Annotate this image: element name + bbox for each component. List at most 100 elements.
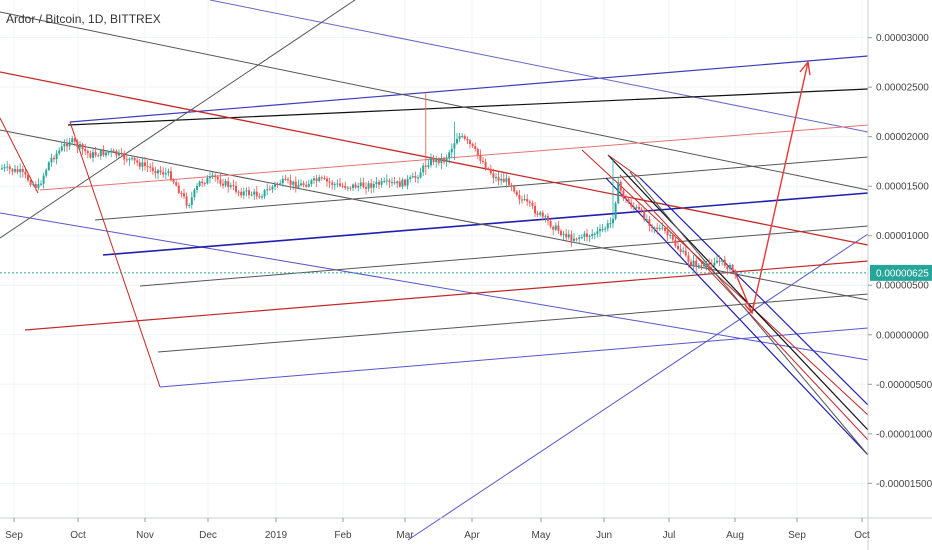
candle-body	[599, 229, 601, 232]
trendline	[159, 327, 869, 388]
trendline	[0, 0, 356, 239]
candle-body	[92, 152, 94, 158]
candle-body	[523, 199, 526, 201]
candle-body	[245, 190, 248, 192]
candle-body	[175, 182, 178, 186]
candle-body	[661, 227, 664, 229]
candle-body	[370, 183, 373, 188]
candle-body	[531, 202, 534, 206]
candle-body	[700, 265, 703, 267]
trendline	[0, 11, 869, 191]
candle-body	[414, 176, 417, 178]
candle-body	[297, 185, 300, 188]
candle-body	[729, 264, 731, 270]
candle-body	[305, 185, 308, 187]
candle-body	[456, 138, 458, 144]
candle-body	[79, 144, 81, 148]
trendline	[69, 55, 869, 123]
candle-body	[203, 183, 206, 185]
candle-body	[703, 265, 705, 267]
candle-body	[526, 199, 529, 202]
candle-body	[463, 136, 466, 139]
candle-body	[105, 152, 107, 156]
candle-body	[596, 231, 599, 234]
candle-body	[432, 157, 435, 163]
candle-body	[333, 184, 336, 186]
trendline	[94, 156, 869, 221]
candle-body	[196, 186, 198, 190]
candle-body	[606, 223, 609, 229]
candle-body	[372, 184, 375, 188]
candle-body	[50, 157, 53, 163]
y-tick-label: 0.00002500	[876, 83, 929, 94]
candle-body	[604, 228, 607, 230]
candle-body	[162, 172, 165, 175]
candle-body	[292, 181, 295, 185]
candle-body	[406, 179, 409, 186]
candle-body	[398, 181, 401, 187]
x-tick-label: Jul	[663, 530, 676, 541]
candle-body	[323, 178, 326, 180]
candle-body	[58, 150, 61, 154]
candle-body	[354, 184, 357, 188]
candle-body	[385, 180, 388, 182]
candle-body	[721, 259, 724, 262]
candle-body	[27, 174, 29, 181]
candle-body	[352, 184, 354, 188]
candle-body	[502, 178, 505, 182]
candle-body	[318, 177, 321, 182]
trendline	[139, 225, 869, 287]
candle-body	[666, 230, 669, 236]
candle-body	[713, 262, 716, 266]
candle-body	[632, 206, 635, 208]
candle-body	[34, 184, 37, 188]
trendline	[629, 171, 869, 456]
candle-body	[692, 260, 695, 266]
candle-body	[11, 169, 14, 172]
candle-body	[151, 167, 154, 171]
candle-body	[497, 177, 500, 181]
candle-body	[357, 185, 360, 188]
x-tick-label: 2019	[265, 530, 288, 541]
candle-body	[471, 143, 474, 147]
candle-body	[53, 157, 55, 160]
candle-body	[515, 191, 518, 195]
candle-body	[440, 158, 443, 164]
candle-body	[276, 183, 279, 185]
candle-body	[1, 168, 3, 170]
candle-body	[102, 150, 105, 156]
arrow-head-down	[744, 301, 755, 315]
candle-body	[705, 263, 708, 266]
trendline	[0, 117, 39, 194]
candle-body	[653, 227, 656, 229]
candle-body	[42, 175, 45, 184]
candle-body	[682, 250, 685, 252]
candle-body	[508, 178, 510, 186]
x-tick-label: Jun	[596, 530, 612, 541]
candle-body	[391, 182, 393, 184]
candle-body	[237, 191, 240, 193]
candle-body	[81, 144, 84, 150]
candle-body	[518, 194, 521, 200]
candle-body	[367, 183, 370, 189]
candle-body	[573, 238, 575, 241]
candle-body	[284, 178, 287, 180]
candle-body	[242, 191, 245, 196]
x-tick-label: Aug	[726, 530, 744, 541]
candle-body	[557, 225, 560, 231]
candle-body	[216, 177, 219, 180]
candle-body	[474, 146, 477, 149]
candle-body	[731, 264, 734, 271]
candle-body	[718, 260, 721, 262]
candle-body	[359, 182, 362, 186]
candle-body	[211, 175, 214, 177]
candle-body	[60, 146, 63, 151]
candle-body	[287, 179, 289, 181]
candle-body	[68, 142, 71, 147]
candle-body	[227, 181, 230, 187]
candle-body	[708, 263, 711, 265]
candle-body	[669, 234, 672, 236]
candle-body	[47, 162, 50, 170]
